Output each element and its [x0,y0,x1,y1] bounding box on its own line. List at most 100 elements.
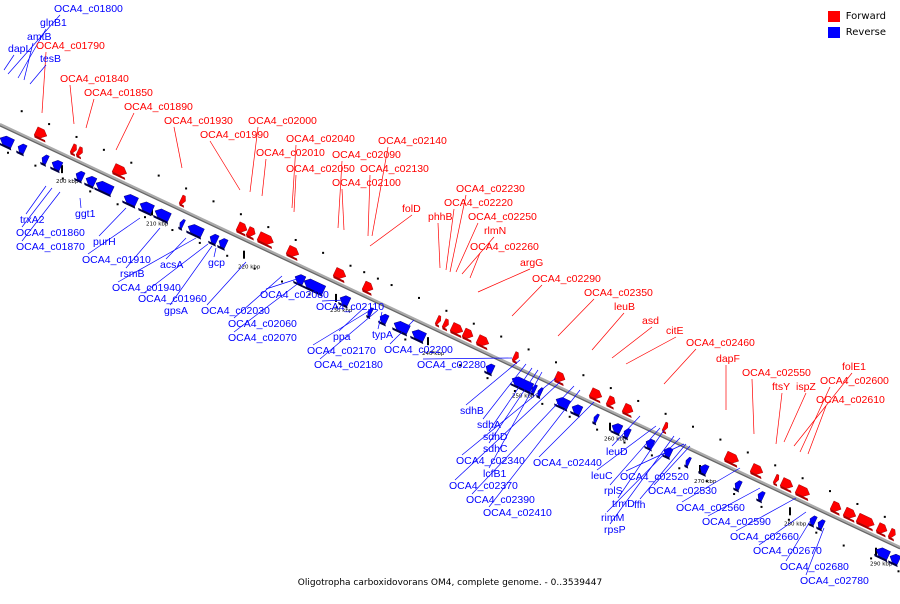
forward-gene-label[interactable]: OCA4_c02000 [248,115,317,127]
reverse-gene-arrow[interactable] [292,273,307,288]
forward-gene-arrow[interactable] [588,387,605,404]
forward-gene-arrow[interactable] [111,163,130,181]
reverse-gene-label[interactable]: gpsA [164,305,188,317]
reverse-gene-label[interactable]: sdhB [460,405,484,417]
forward-gene-arrow[interactable] [887,527,898,542]
reverse-gene-arrow[interactable] [683,456,693,469]
reverse-gene-label[interactable]: sdhC [483,443,508,455]
reverse-gene-arrow[interactable] [591,413,601,426]
forward-gene-arrow[interactable] [829,500,844,516]
reverse-gene-label[interactable]: trxA2 [20,214,45,226]
forward-gene-label[interactable]: OCA4_c02140 [378,135,447,147]
forward-gene-arrow[interactable] [361,280,376,296]
forward-gene-label[interactable]: OCA4_c02550 [742,367,811,379]
reverse-gene-arrow[interactable] [391,319,412,337]
reverse-gene-label[interactable]: typA [372,329,393,341]
reverse-gene-arrow[interactable] [337,294,352,309]
reverse-gene-label[interactable]: OCA4_c02280 [417,359,486,371]
forward-gene-label[interactable]: argG [520,257,543,269]
reverse-gene-label[interactable]: OCA4_c02660 [730,531,799,543]
forward-gene-label[interactable]: OCA4_c02460 [686,337,755,349]
reverse-gene-label[interactable]: OCA4_c02080 [260,289,329,301]
forward-gene-label[interactable]: citE [666,325,684,337]
reverse-gene-label[interactable]: sdhA [477,419,501,431]
forward-gene-label[interactable]: ispZ [796,381,816,393]
forward-gene-arrow[interactable] [605,395,618,410]
forward-gene-arrow[interactable] [33,126,50,143]
reverse-gene-arrow[interactable] [569,403,584,418]
reverse-gene-label[interactable]: OCA4_c02530 [648,485,717,497]
forward-gene-label[interactable]: OCA4_c02220 [444,197,513,209]
forward-gene-label[interactable]: OCA4_c02130 [360,163,429,175]
forward-gene-label[interactable]: OCA4_c02090 [332,149,401,161]
reverse-gene-label[interactable]: ppa [333,331,351,343]
reverse-gene-arrow[interactable] [661,446,674,461]
reverse-gene-label[interactable]: dapL [8,43,32,55]
forward-gene-label[interactable]: OCA4_c02260 [470,241,539,253]
reverse-gene-label[interactable]: OCA4_c02520 [620,471,689,483]
reverse-gene-label[interactable]: OCA4_c02170 [307,345,376,357]
forward-gene-arrow[interactable] [875,522,890,538]
forward-gene-label[interactable]: OCA4_c01790 [36,40,105,52]
forward-gene-arrow[interactable] [772,473,782,487]
reverse-gene-label[interactable]: rsmB [120,268,145,280]
reverse-gene-label[interactable]: OCA4_c02590 [702,516,771,528]
forward-gene-label[interactable]: folD [402,203,421,215]
reverse-gene-label[interactable]: OCA4_c02110 [316,301,384,313]
reverse-gene-arrow[interactable] [0,134,16,151]
reverse-gene-arrow[interactable] [609,422,624,437]
reverse-gene-label[interactable]: acsA [160,259,183,271]
reverse-gene-label[interactable]: rimM [601,512,624,524]
forward-gene-arrow[interactable] [75,146,86,160]
reverse-gene-arrow[interactable] [409,328,428,345]
reverse-gene-arrow[interactable] [137,200,156,217]
forward-gene-arrow[interactable] [256,231,277,250]
forward-gene-label[interactable]: OCA4_c02350 [584,287,653,299]
reverse-gene-label[interactable]: OCA4_c02200 [384,344,453,356]
forward-gene-label[interactable]: OCA4_c01840 [60,73,129,85]
forward-gene-label[interactable]: dapF [716,353,740,365]
forward-gene-label[interactable]: OCA4_c02250 [468,211,537,223]
forward-gene-arrow[interactable] [332,267,349,284]
reverse-gene-arrow[interactable] [15,142,28,157]
reverse-gene-label[interactable]: rpsP [604,524,626,536]
forward-gene-label[interactable]: OCA4_c02010 [256,147,325,159]
reverse-gene-arrow[interactable] [177,219,187,231]
forward-gene-arrow[interactable] [178,194,189,208]
reverse-gene-label[interactable]: sdhD [483,431,508,443]
forward-gene-label[interactable]: phhB [428,211,453,223]
reverse-gene-label[interactable]: OCA4_c01940 [112,282,181,294]
reverse-gene-arrow[interactable] [483,362,496,377]
forward-gene-arrow[interactable] [69,143,80,157]
reverse-gene-label[interactable]: OCA4_c01860 [16,227,85,239]
reverse-gene-arrow[interactable] [49,158,64,174]
forward-gene-label[interactable]: OCA4_c02100 [332,177,401,189]
reverse-gene-arrow[interactable] [529,384,539,397]
forward-gene-arrow[interactable] [511,351,522,365]
forward-gene-arrow[interactable] [621,402,636,419]
forward-gene-arrow[interactable] [749,463,766,480]
reverse-gene-arrow[interactable] [73,170,86,184]
forward-gene-arrow[interactable] [449,322,466,339]
forward-gene-arrow[interactable] [434,315,444,328]
reverse-gene-label[interactable]: OCA4_c02340 [456,455,525,467]
reverse-gene-arrow[interactable] [732,479,743,493]
reverse-gene-label[interactable]: purH [93,236,116,248]
reverse-gene-arrow[interactable] [121,192,140,209]
forward-gene-arrow[interactable] [245,226,258,241]
reverse-gene-arrow[interactable] [509,375,535,395]
reverse-gene-label[interactable]: OCA4_c02180 [314,359,383,371]
forward-gene-arrow[interactable] [235,221,250,237]
forward-gene-arrow[interactable] [475,334,492,351]
reverse-gene-label[interactable]: OCA4_c02680 [780,561,849,573]
forward-gene-label[interactable]: asd [642,315,659,327]
reverse-gene-label[interactable]: OCA4_c02440 [533,457,602,469]
reverse-gene-arrow[interactable] [207,233,220,247]
forward-gene-label[interactable]: OCA4_c02610 [816,394,885,406]
reverse-gene-label[interactable]: OCA4_c02060 [228,318,297,330]
reverse-gene-label[interactable]: OCA4_c02780 [800,575,869,587]
forward-gene-arrow[interactable] [794,484,813,502]
reverse-gene-label[interactable]: leuC [591,470,613,482]
forward-gene-label[interactable]: ftsY [772,381,790,393]
forward-gene-label[interactable]: OCA4_c01890 [124,101,193,113]
